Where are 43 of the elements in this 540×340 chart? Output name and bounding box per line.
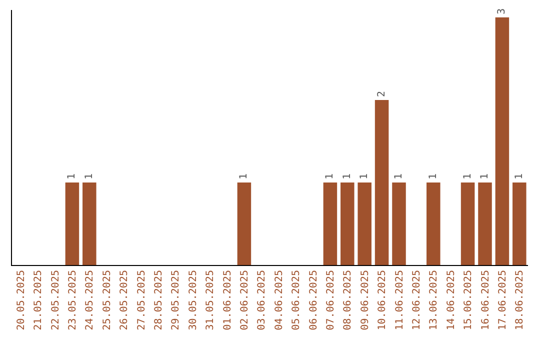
x-tick-label: 11.06.2025	[394, 270, 406, 330]
x-tick-label: 12.06.2025	[411, 270, 422, 330]
x-tick-label: 14.06.2025	[446, 270, 457, 330]
x-tick-label: 22.05.2025	[50, 270, 62, 330]
data-label: 1	[342, 173, 353, 180]
x-tick-label: 18.06.2025	[514, 270, 526, 330]
x-tick-label: 21.05.2025	[33, 270, 44, 330]
x-tick-label: 26.05.2025	[119, 270, 130, 330]
x-tick-label: 29.05.2025	[170, 270, 182, 330]
data-label: 1	[480, 173, 490, 180]
x-tick-label: 09.06.2025	[360, 270, 371, 330]
data-label: 1	[428, 173, 439, 180]
x-tick-label: 23.05.2025	[67, 270, 78, 330]
data-label: 1	[84, 173, 95, 180]
x-tick-label: 31.05.2025	[205, 270, 216, 330]
x-tick-label: 30.05.2025	[188, 270, 199, 330]
x-tick-label: 17.06.2025	[497, 270, 508, 330]
x-tick-label: 02.06.2025	[239, 270, 250, 330]
x-tick-label: 13.06.2025	[428, 270, 440, 330]
x-tick-label: 10.06.2025	[377, 270, 388, 330]
data-label: 1	[66, 173, 78, 180]
x-tick-label: 06.06.2025	[308, 270, 320, 330]
data-label: 1	[324, 173, 336, 180]
x-tick-label: 20.05.2025	[16, 270, 27, 330]
data-label: 1	[514, 173, 525, 180]
x-tick-label: 08.06.2025	[342, 270, 354, 330]
x-tick-label: 15.06.2025	[463, 270, 474, 330]
data-label: 1	[359, 173, 370, 180]
x-tick-label: 27.05.2025	[136, 270, 148, 330]
x-tick-label: 28.05.2025	[153, 270, 164, 330]
x-tick-label: 24.05.2025	[84, 270, 96, 330]
x-tick-label: 01.06.2025	[222, 270, 234, 330]
data-label: 2	[376, 90, 388, 97]
data-label: 1	[394, 173, 404, 180]
x-tick-label: 25.05.2025	[102, 270, 113, 330]
data-label: 3	[496, 8, 508, 14]
x-tick-label: 05.06.2025	[291, 270, 302, 330]
data-label: 1	[462, 173, 474, 180]
x-tick-label: 04.06.2025	[274, 270, 285, 330]
x-tick-label: 16.06.2025	[480, 270, 492, 330]
data-label: 1	[238, 173, 250, 180]
x-tick-label: 03.06.2025	[256, 270, 268, 330]
x-tick-label: 07.06.2025	[325, 270, 336, 330]
